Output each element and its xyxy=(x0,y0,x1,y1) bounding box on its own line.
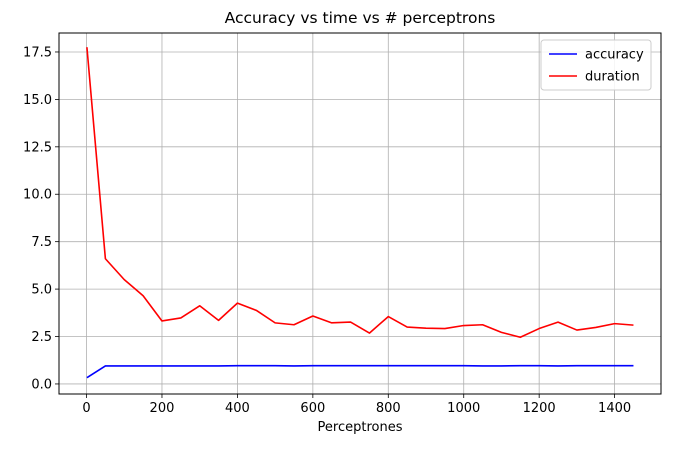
x-tick-label: 400 xyxy=(225,401,250,416)
axes: 0 200 400 600 800 1000 1200 1400 0.0 2.5 5.0 7.5 10.… xyxy=(23,45,631,416)
series-line-duration xyxy=(86,47,634,339)
x-tick-label: 1000 xyxy=(447,401,480,416)
x-tick-label: 1400 xyxy=(598,401,631,416)
y-tick-label: 12.5 xyxy=(23,140,52,155)
plot-area-frame xyxy=(58,32,662,395)
x-tick-label: 200 xyxy=(150,401,175,416)
legend-label-duration: duration xyxy=(585,70,640,85)
series-line-accuracy xyxy=(86,364,634,379)
y-tick-label: 0.0 xyxy=(31,377,52,392)
y-tick-label: 10.0 xyxy=(23,188,52,203)
y-tick-label: 15.0 xyxy=(23,93,52,108)
legend-label-accuracy: accuracy xyxy=(585,48,644,63)
series-lines xyxy=(86,47,634,379)
chart-title: Accuracy vs time vs # perceptrons xyxy=(225,9,496,27)
legend: accuracy duration xyxy=(540,39,652,91)
legend-box xyxy=(540,39,652,91)
y-tick-label: 2.5 xyxy=(31,330,52,345)
x-tick-label: 800 xyxy=(376,401,401,416)
y-tick-label: 17.5 xyxy=(23,45,52,60)
x-tick-label: 0 xyxy=(82,401,90,416)
grid-lines xyxy=(59,33,661,394)
x-axis-label: Perceptrones xyxy=(318,420,403,435)
x-tick-label: 1200 xyxy=(523,401,556,416)
y-tick-label: 5.0 xyxy=(31,283,52,298)
y-tick-label: 7.5 xyxy=(31,235,52,250)
x-tick-label: 600 xyxy=(300,401,325,416)
